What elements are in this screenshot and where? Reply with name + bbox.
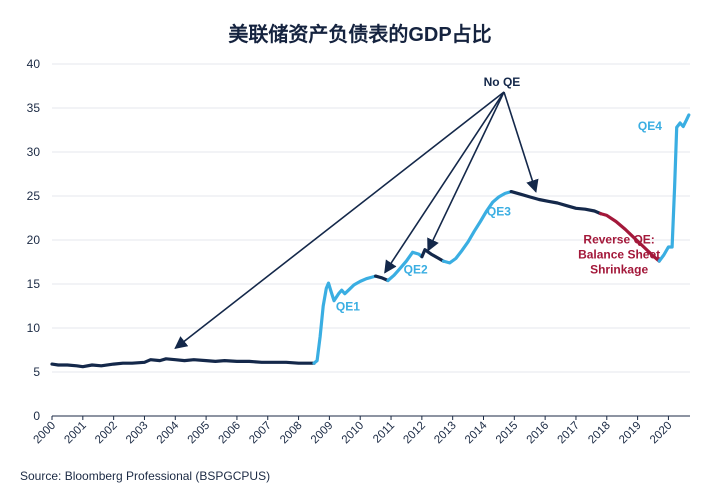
annotation-qe2: QE2 — [404, 262, 428, 276]
x-tick-label: 2001 — [62, 420, 89, 447]
x-tick-label: 2015 — [494, 420, 521, 447]
series-line-no-qe — [420, 248, 445, 263]
annotations: No QE QE1 QE2 QE3 QE4 Reverse QE: Balance Shee… — [174, 75, 662, 350]
annotation-no-qe: No QE — [484, 75, 521, 89]
y-tick-label: 10 — [27, 321, 41, 335]
annotation-qe3: QE3 — [487, 204, 511, 218]
series-line-qe1 — [312, 274, 378, 365]
y-tick-label: 30 — [27, 145, 41, 159]
x-tick-label: 2003 — [124, 420, 151, 447]
x-tick-label: 2008 — [278, 420, 305, 447]
y-tick-label: 40 — [27, 57, 41, 71]
x-tick-label: 2009 — [309, 420, 336, 447]
annotation-arrow — [384, 91, 505, 274]
x-tick-label: 2016 — [525, 420, 552, 447]
x-tick-label: 2014 — [463, 419, 490, 446]
source-note: Source: Bloomberg Professional (BSPGCPUS… — [20, 469, 271, 483]
y-tick-label: 5 — [33, 365, 40, 379]
x-tick-label: 2017 — [555, 420, 582, 447]
y-axis: 0 5 10 15 20 25 30 35 40 — [27, 57, 41, 423]
x-tick-label: 2012 — [401, 420, 428, 447]
y-tick-label: 20 — [27, 233, 41, 247]
annotation-qe1: QE1 — [336, 299, 360, 313]
annotation-arrow — [503, 91, 539, 193]
x-tick-label: 2004 — [155, 419, 182, 446]
x-tick-label: 2011 — [371, 420, 397, 446]
annotation-qe4: QE4 — [638, 119, 662, 133]
series-lines — [50, 113, 691, 369]
y-tick-label: 25 — [27, 189, 41, 203]
annotation-arrow — [427, 91, 505, 252]
y-tick-label: 35 — [27, 101, 41, 115]
x-tick-label: 2010 — [340, 420, 367, 447]
x-tick-label: 2018 — [586, 420, 613, 447]
series-line-no-qe — [50, 357, 316, 369]
x-tick-label: 2019 — [617, 420, 644, 447]
x-tick-label: 2007 — [247, 420, 274, 447]
y-tick-label: 15 — [27, 277, 41, 291]
chart-title: 美联储资产负债表的GDP占比 — [228, 24, 492, 46]
x-tick-label: 2000 — [32, 420, 59, 447]
series-line-qe4 — [657, 113, 691, 263]
x-tick-label: 2002 — [93, 420, 120, 447]
series-line-no-qe — [509, 190, 603, 216]
x-tick-label: 2020 — [648, 420, 675, 447]
series-line-reverse-qe — [599, 212, 661, 263]
x-tick-label: 2005 — [186, 420, 213, 447]
y-tick-label: 0 — [33, 409, 40, 423]
series-line-no-qe — [374, 274, 390, 283]
annotation-reverse-qe: Reverse QE: Balance Sheet Shrinkage — [578, 233, 660, 277]
x-axis: 2000 2001 2002 2003 2004 2005 2006 2007 2008 2009… — [32, 416, 675, 446]
series-line-qe3 — [441, 190, 513, 265]
y-gridlines — [52, 63, 690, 417]
x-tick-label: 2013 — [432, 420, 459, 447]
annotation-arrow — [174, 91, 505, 350]
series-line-qe2 — [386, 250, 424, 283]
x-tick-label: 2006 — [216, 420, 243, 447]
